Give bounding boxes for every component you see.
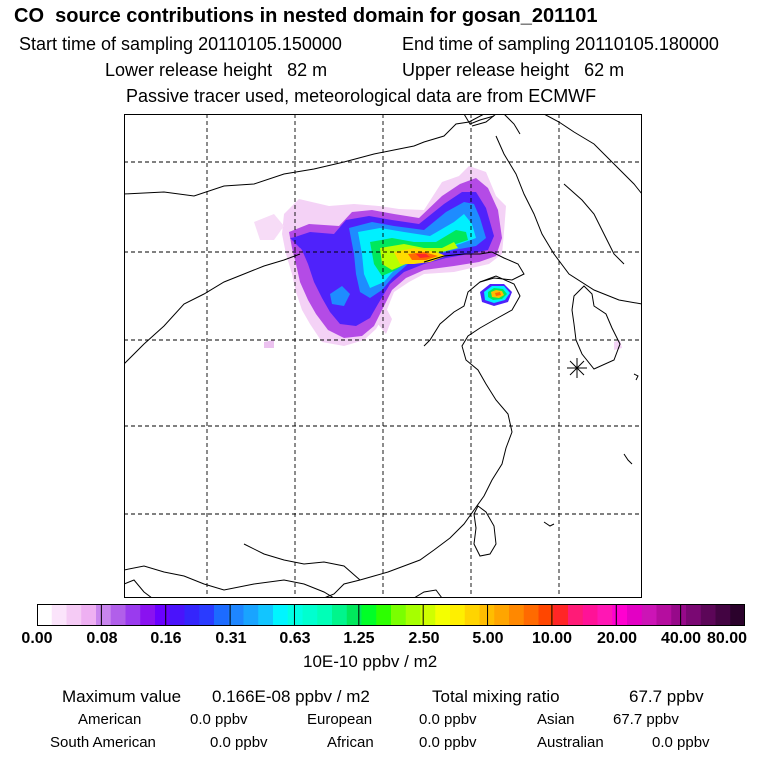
region-value: 0.0 ppbv	[210, 734, 268, 751]
map-canvas	[124, 114, 642, 598]
colorbar-tick: 0.00	[21, 630, 53, 647]
region-name: South American	[50, 734, 156, 751]
colorbar-swatch	[96, 604, 112, 626]
colorbar-swatch	[700, 604, 716, 626]
region-name: African	[327, 734, 374, 751]
receptor-star-marker	[567, 358, 587, 378]
region-value: 0.0 ppbv	[190, 711, 248, 728]
tracer-note: Passive tracer used, meteorological data…	[126, 86, 597, 106]
region-value: 0.0 ppbv	[652, 734, 710, 751]
colorbar-swatch	[627, 604, 643, 626]
colorbar-swatch	[332, 604, 348, 626]
max-value-label: Maximum value	[62, 687, 182, 706]
colorbar-swatch	[81, 604, 97, 626]
gridlines	[124, 114, 642, 598]
colorbar-swatch	[199, 604, 215, 626]
colorbar-tick: 1.25	[343, 630, 375, 647]
colorbar-swatch	[435, 604, 451, 626]
colorbar-swatch	[494, 604, 510, 626]
region-name: Asian	[537, 711, 575, 728]
colorbar-swatch	[568, 604, 584, 626]
colorbar-swatch	[110, 604, 126, 626]
colorbar-swatch	[169, 604, 185, 626]
colorbar-swatch	[376, 604, 392, 626]
map-frame	[124, 114, 642, 598]
colorbar-tick: 20.00	[596, 630, 638, 647]
max-value: 0.166E-08 ppbv / m2	[212, 687, 370, 706]
colorbar-tick: 80.00	[706, 630, 748, 647]
total-mixing-label: Total mixing ratio	[432, 687, 560, 706]
colorbar-tick: 10.00	[531, 630, 573, 647]
upper-height-label: Upper release height 62 m	[402, 60, 625, 80]
region-value: 0.0 ppbv	[419, 734, 477, 751]
region-name: European	[307, 711, 373, 728]
colorbar-tick: 0.31	[215, 630, 247, 647]
colorbar-tick: 40.00	[660, 630, 702, 647]
colorbar-swatch	[258, 604, 274, 626]
colorbar-swatch	[361, 604, 377, 626]
colorbar-swatch	[582, 604, 598, 626]
colorbar-swatch	[450, 604, 466, 626]
colorbar-swatch	[656, 604, 672, 626]
colorbar-swatch	[730, 604, 745, 626]
colorbar-swatch	[686, 604, 702, 626]
colorbar-frame	[37, 604, 745, 626]
region-name: Australian	[537, 734, 604, 751]
colorbar-swatch	[641, 604, 657, 626]
colorbar-swatch	[243, 604, 259, 626]
colorbar-swatch	[184, 604, 200, 626]
colorbar-swatch	[715, 604, 731, 626]
colorbar-swatch	[37, 604, 53, 626]
colorbar-swatch	[553, 604, 569, 626]
start-time-label: Start time of sampling 20110105.150000	[19, 34, 342, 54]
colorbar-tick: 5.00	[472, 630, 504, 647]
colorbar-units: 10E-10 ppbv / m2	[303, 652, 438, 671]
region-value: 67.7 ppbv	[613, 711, 679, 728]
colorbar-swatch	[464, 604, 480, 626]
colorbar-swatch	[346, 604, 362, 626]
map-panel	[124, 114, 642, 598]
colorbar-swatch	[140, 604, 156, 626]
colorbar-swatch	[671, 604, 687, 626]
colorbar-swatch	[523, 604, 539, 626]
colorbar-tick: 0.16	[150, 630, 182, 647]
colorbar-swatch	[405, 604, 421, 626]
colorbar-swatch	[391, 604, 407, 626]
colorbar-swatch	[317, 604, 333, 626]
colorbar-swatch	[228, 604, 244, 626]
colorbar-swatch	[273, 604, 289, 626]
colorbar-swatch	[612, 604, 628, 626]
colorbar	[37, 604, 745, 626]
colorbar-swatch	[51, 604, 67, 626]
map-title: CO source contributions in nested domain…	[14, 5, 598, 27]
colorbar-swatch	[125, 604, 141, 626]
region-value: 0.0 ppbv	[419, 711, 477, 728]
colorbar-swatch	[66, 604, 82, 626]
colorbar-tick: 0.08	[86, 630, 118, 647]
region-name: American	[78, 711, 142, 728]
colorbar-swatch	[538, 604, 554, 626]
end-time-label: End time of sampling 20110105.180000	[402, 34, 719, 54]
colorbar-swatch	[214, 604, 230, 626]
lower-height-label: Lower release height 82 m	[105, 60, 328, 80]
colorbar-swatch	[287, 604, 303, 626]
colorbar-swatch	[597, 604, 613, 626]
colorbar-swatch	[155, 604, 171, 626]
colorbar-tick: 0.63	[279, 630, 311, 647]
colorbar-tick: 2.50	[408, 630, 440, 647]
colorbar-swatch	[420, 604, 436, 626]
total-mixing-value: 67.7 ppbv	[629, 687, 704, 706]
colorbar-swatch	[302, 604, 318, 626]
colorbar-swatch	[509, 604, 525, 626]
